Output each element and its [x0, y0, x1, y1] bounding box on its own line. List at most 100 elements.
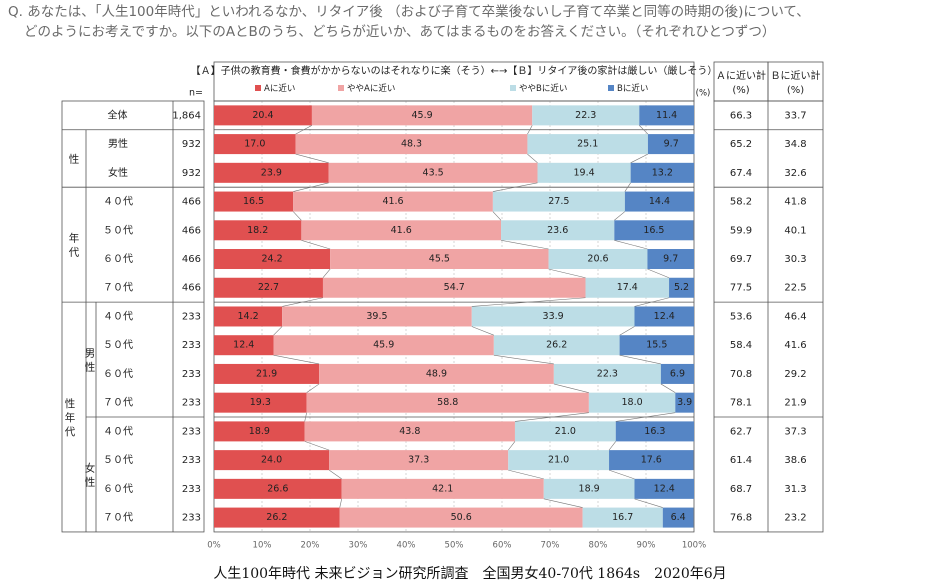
bar-b-9 [660, 363, 694, 384]
row-n-4: 466 [182, 225, 201, 236]
row-label-3: ４０代 [103, 196, 133, 208]
x-tick-9: 90% [637, 540, 656, 550]
bar-somewhat_b-2 [537, 162, 631, 183]
row-n-5: 466 [182, 254, 201, 265]
bar-somewhat_a-8 [273, 335, 494, 356]
row-n-6: 466 [182, 283, 201, 294]
bar-label-somewhat_a-12: 37.3 [408, 455, 429, 466]
total-header-a-label: Ａに近い計 [716, 69, 766, 82]
row-label-5: ６０代 [103, 253, 133, 265]
connector-5-0 [322, 268, 331, 278]
x-tick-2: 20% [301, 540, 320, 550]
legend-swatch-somewhat_b [510, 85, 516, 91]
connector-2-2 [624, 182, 631, 192]
bar-b-3 [624, 191, 694, 212]
connector-12-2 [608, 469, 635, 480]
bar-a-1 [214, 134, 296, 155]
subgroup-label-female-text: 女性 [85, 461, 96, 488]
bar-somewhat_b-3 [492, 191, 625, 212]
x-tick-6: 60% [493, 540, 512, 550]
connector-10-1 [514, 412, 589, 422]
bar-a-2 [214, 162, 329, 183]
group-label-age: 年代 [69, 232, 80, 259]
connector-13-1 [543, 498, 583, 508]
connector-10-0 [304, 412, 307, 422]
row-a-total-11: 62.7 [730, 426, 752, 437]
bar-somewhat_b-4 [501, 220, 615, 241]
row-n-7: 233 [182, 311, 201, 322]
bar-label-a-13: 26.6 [267, 483, 288, 494]
bar-label-b-6: 5.2 [674, 282, 689, 293]
bar-somewhat_b-5 [548, 249, 648, 270]
bar-label-somewhat_a-9: 48.9 [426, 368, 447, 379]
bar-label-somewhat_b-1: 25.1 [577, 139, 598, 150]
row-b-total-6: 22.5 [784, 283, 806, 294]
bar-label-a-2: 23.9 [261, 167, 282, 178]
bar-label-somewhat_b-4: 23.6 [547, 225, 568, 236]
x-tick-3: 30% [349, 540, 368, 550]
bar-a-12 [214, 450, 330, 471]
bar-label-somewhat_a-6: 54.7 [444, 282, 465, 293]
bar-label-b-4: 16.5 [643, 225, 664, 236]
connector-7-0 [273, 326, 283, 336]
row-a-total-4: 59.9 [730, 225, 752, 236]
bar-a-9 [214, 363, 320, 384]
bar-somewhat_a-2 [328, 162, 538, 183]
row-label-8: ５０代 [103, 339, 133, 351]
bar-a-11 [214, 421, 305, 442]
x-tick-1: 10% [253, 540, 272, 550]
bar-somewhat_b-13 [543, 478, 635, 499]
bar-label-somewhat_a-13: 42.1 [432, 483, 453, 494]
left-table-frame [61, 100, 205, 533]
group-label-gender: 性 [69, 152, 80, 165]
bar-label-a-14: 26.2 [266, 512, 287, 523]
row-n-0: 1,864 [172, 110, 201, 121]
connector-9-1 [553, 383, 589, 393]
bar-label-somewhat_a-10: 58.8 [437, 397, 458, 408]
bar-label-b-13: 12.4 [654, 483, 675, 494]
connector-12-0 [329, 469, 342, 480]
chart-title: 【Ａ】子供の教育費・食費がかからないのはそれなりに楽（そう）←→【Ｂ】リタイア後… [191, 64, 718, 77]
bar-somewhat_a-0 [311, 105, 533, 126]
bar-b-8 [619, 335, 694, 356]
bar-b-4 [614, 220, 694, 241]
row-a-total-12: 61.4 [730, 455, 752, 466]
row-label-13: ６０代 [103, 483, 133, 495]
row-label-14: ７０代 [103, 512, 133, 524]
bar-somewhat_a-4 [301, 220, 502, 241]
bar-label-somewhat_b-7: 33.9 [543, 311, 564, 322]
row-label-0: 全体 [108, 108, 128, 121]
bar-label-b-2: 13.2 [652, 167, 673, 178]
connector-3-0 [292, 211, 302, 221]
row-a-total-0: 66.3 [730, 110, 752, 121]
bar-label-somewhat_a-2: 43.5 [423, 167, 444, 178]
bar-b-14 [662, 507, 694, 528]
connector-7-2 [619, 326, 635, 336]
bar-a-0 [214, 105, 312, 126]
bar-b-5 [647, 249, 694, 270]
bar-b-1 [647, 134, 695, 155]
legend-swatch-somewhat_a [338, 85, 344, 91]
bar-label-somewhat_a-11: 43.8 [399, 426, 420, 437]
subgroup-label-female: 女性 [85, 461, 96, 488]
bar-label-somewhat_a-14: 50.6 [451, 512, 472, 523]
subgroup-label-male: 男性 [85, 348, 96, 374]
bar-label-b-5: 9.7 [663, 254, 678, 265]
bar-label-b-7: 12.4 [654, 311, 675, 322]
bar-label-somewhat_b-3: 27.5 [548, 196, 569, 207]
bar-somewhat_b-14 [582, 507, 663, 528]
row-b-total-0: 33.7 [784, 110, 806, 121]
bar-label-somewhat_b-9: 22.3 [597, 368, 618, 379]
group-label-gender-age: 性年代 [65, 397, 76, 438]
bar-somewhat_b-10 [588, 392, 676, 413]
connector-8-1 [493, 354, 554, 365]
legend-label-somewhat_a: ややAに近い [347, 83, 395, 94]
bar-somewhat_a-14 [339, 507, 583, 528]
bar-somewhat_a-7 [282, 306, 472, 327]
group-label-age-text: 年代 [69, 232, 80, 259]
bar-label-somewhat_a-8: 45.9 [373, 340, 394, 351]
bar-label-a-5: 24.2 [262, 254, 283, 265]
unit-label: (%) [696, 89, 711, 99]
connector-3-1 [492, 211, 502, 221]
bar-somewhat_a-9 [319, 363, 554, 384]
